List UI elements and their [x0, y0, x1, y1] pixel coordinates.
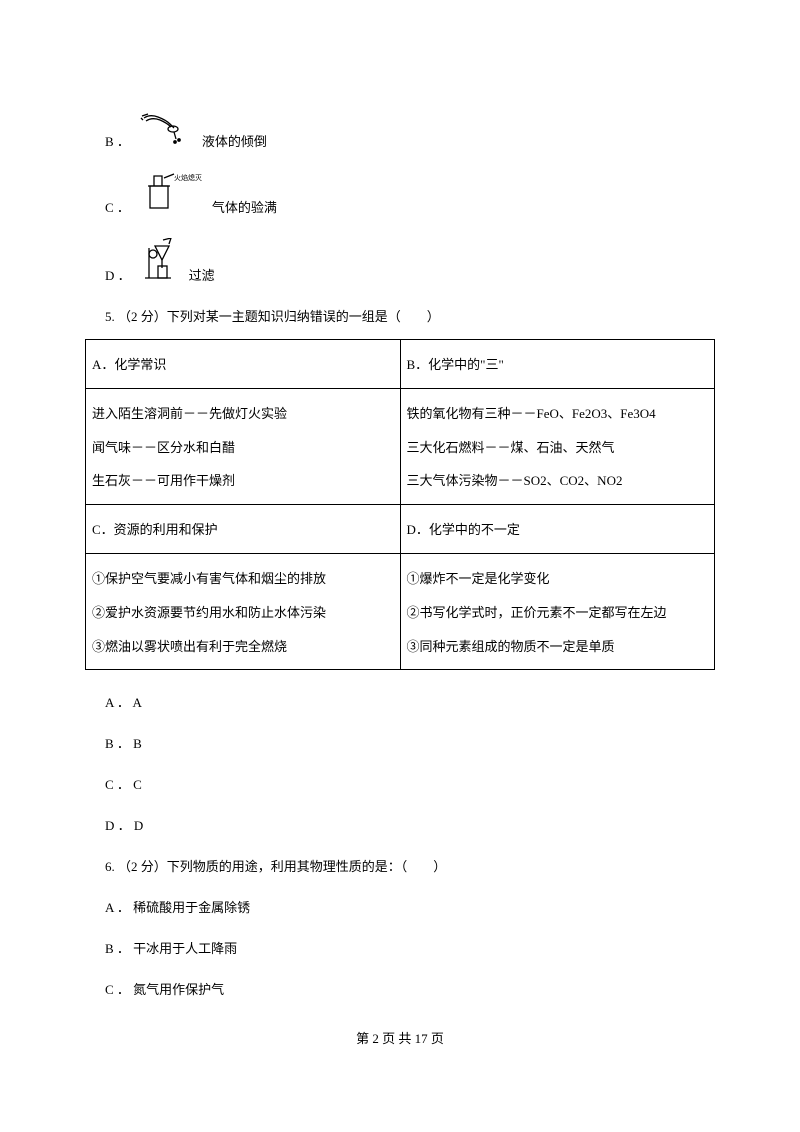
q6-option-c: C ． 氮气用作保护气 [105, 979, 715, 998]
cell-line: ②书写化学式时，正价元素不一定都写在左边 [407, 596, 709, 630]
cell-c-head: C．资源的利用和保护 [86, 505, 401, 554]
page: B ． 液体的倾倒 C ． [0, 0, 800, 1087]
cell-d-head: D．化学中的不一定 [400, 505, 715, 554]
cell-line: ②爱护水资源要节约用水和防止水体污染 [92, 596, 394, 630]
pour-liquid-icon [140, 112, 194, 150]
option-b: B ． 液体的倾倒 [105, 112, 715, 150]
q6-option-a: A ． 稀硫酸用于金属除锈 [105, 897, 715, 916]
option-text: 气体的验满 [212, 197, 277, 216]
q5-option-a: A ． A [105, 692, 715, 711]
cell-line: 闻气味－－区分水和白醋 [92, 431, 394, 465]
question-5-stem: 5. （2 分）下列对某一主题知识归纳错误的一组是（ ） [105, 306, 715, 325]
cell-line: 进入陌生溶洞前－－先做灯火实验 [92, 397, 394, 431]
cell-line: ③燃油以雾状喷出有利于完全燃烧 [92, 630, 394, 664]
q5-option-b: B ． B [105, 733, 715, 752]
page-footer: 第 2 页 共 17 页 [85, 1028, 715, 1047]
cell-line: 三大化石燃料－－煤、石油、天然气 [407, 431, 709, 465]
cell-line: 三大气体污染物－－SO2、CO2、NO2 [407, 464, 709, 498]
cell-b-head: B．化学中的"三" [400, 340, 715, 389]
question-6-stem: 6. （2 分）下列物质的用途，利用其物理性质的是：（ ） [105, 856, 715, 875]
cell-b-body: 铁的氧化物有三种－－FeO、Fe2O3、Fe3O4 三大化石燃料－－煤、石油、天… [400, 388, 715, 504]
q5-option-c: C ． C [105, 774, 715, 793]
q6-option-b: B ． 干冰用于人工降雨 [105, 938, 715, 957]
option-text: 过滤 [189, 265, 215, 284]
option-letter: B ． [105, 131, 130, 150]
option-text: 液体的倾倒 [202, 131, 267, 150]
filter-icon [141, 238, 181, 284]
option-letter: C ． [105, 197, 130, 216]
cell-c-body: ①保护空气要减小有害气体和烟尘的排放 ②爱护水资源要节约用水和防止水体污染 ③燃… [86, 553, 401, 669]
cell-d-body: ①爆炸不一定是化学变化 ②书写化学式时，正价元素不一定都写在左边 ③同种元素组成… [400, 553, 715, 669]
gas-check-icon: 火焰熄灭 [140, 172, 204, 216]
cell-line: ①保护空气要减小有害气体和烟尘的排放 [92, 562, 394, 596]
cell-line: ③同种元素组成的物质不一定是单质 [407, 630, 709, 664]
cell-line: ①爆炸不一定是化学变化 [407, 562, 709, 596]
q5-option-d: D ． D [105, 815, 715, 834]
cell-line: 生石灰－－可用作干燥剂 [92, 464, 394, 498]
option-d: D ． 过滤 [105, 238, 715, 284]
cell-a-head: A．化学常识 [86, 340, 401, 389]
comparison-table: A．化学常识 B．化学中的"三" 进入陌生溶洞前－－先做灯火实验 闻气味－－区分… [85, 339, 715, 670]
option-letter: D ． [105, 265, 131, 284]
icon-annot: 火焰熄灭 [174, 173, 202, 182]
option-c: C ． 火焰熄灭 气体的验满 [105, 172, 715, 216]
cell-a-body: 进入陌生溶洞前－－先做灯火实验 闻气味－－区分水和白醋 生石灰－－可用作干燥剂 [86, 388, 401, 504]
cell-line: 铁的氧化物有三种－－FeO、Fe2O3、Fe3O4 [407, 397, 709, 431]
